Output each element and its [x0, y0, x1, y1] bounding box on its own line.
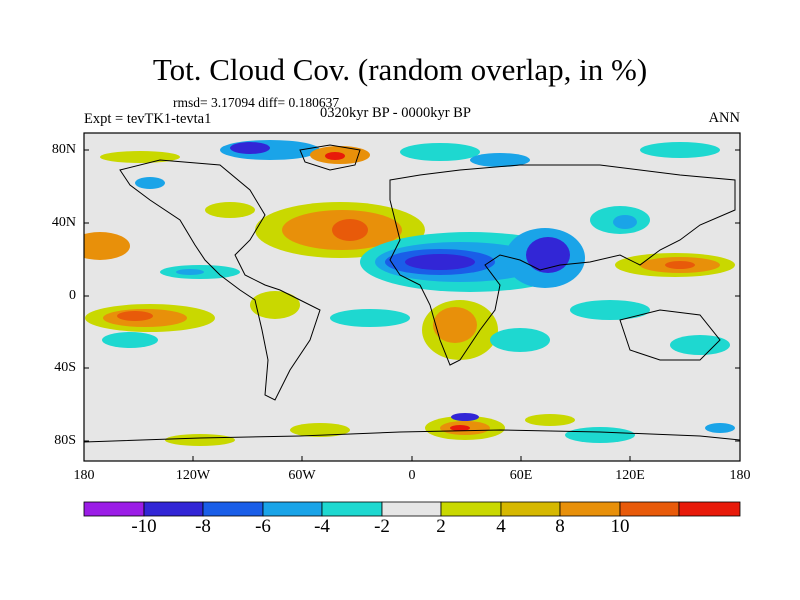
colorbar-label: 4 [496, 516, 506, 537]
lon-label: 120E [615, 468, 645, 483]
lat-label: 40N [51, 215, 76, 230]
colorbar-label: -2 [374, 516, 390, 537]
lon-label: 180 [729, 468, 751, 483]
colorbar-bin [500, 501, 561, 517]
colorbar-label: -10 [131, 516, 157, 537]
colorbar-label: 2 [436, 516, 446, 537]
stats-text: rmsd= 3.17094 diff= 0.180637 [173, 95, 340, 110]
lon-label: 180 [73, 468, 95, 483]
lon-label: 120W [175, 468, 211, 483]
period-text: 0320kyr BP - 0000kyr BP [320, 105, 471, 121]
colorbar-label: 10 [610, 516, 630, 537]
lon-label: 0 [408, 468, 416, 483]
colorbar-bin [202, 501, 264, 517]
colorbar-bin [440, 501, 502, 517]
lat-label: 80N [51, 142, 76, 157]
colorbar-bin [262, 501, 323, 517]
colorbar-label: -6 [255, 516, 271, 537]
experiment-label: Expt = tevTK1-tevta1 [84, 111, 212, 127]
map-title: Tot. Cloud Cov. (random overlap, in %) [152, 52, 648, 87]
colorbar-bin [678, 501, 741, 517]
colorbar-bin [559, 501, 621, 517]
colorbar-bin [381, 501, 442, 517]
season-label: ANN [708, 110, 740, 126]
anomaly-field [84, 140, 735, 446]
lat-label: 80S [54, 433, 76, 448]
colorbar-label: 8 [555, 516, 565, 537]
colorbar-bin [619, 501, 680, 517]
colorbar [83, 501, 741, 517]
colorbar-label: -8 [195, 516, 211, 537]
colorbar-bin [321, 501, 383, 517]
axis-ticks [84, 149, 740, 461]
colorbar-label: -4 [314, 516, 330, 537]
colorbar-bin [83, 501, 145, 517]
colorbar-bin [143, 501, 204, 517]
lon-label: 60E [509, 468, 533, 483]
coastlines [84, 144, 740, 443]
lat-label: 40S [54, 360, 76, 375]
map-background [84, 133, 740, 461]
lat-label: 0 [69, 288, 76, 303]
lon-label: 60W [288, 468, 316, 483]
